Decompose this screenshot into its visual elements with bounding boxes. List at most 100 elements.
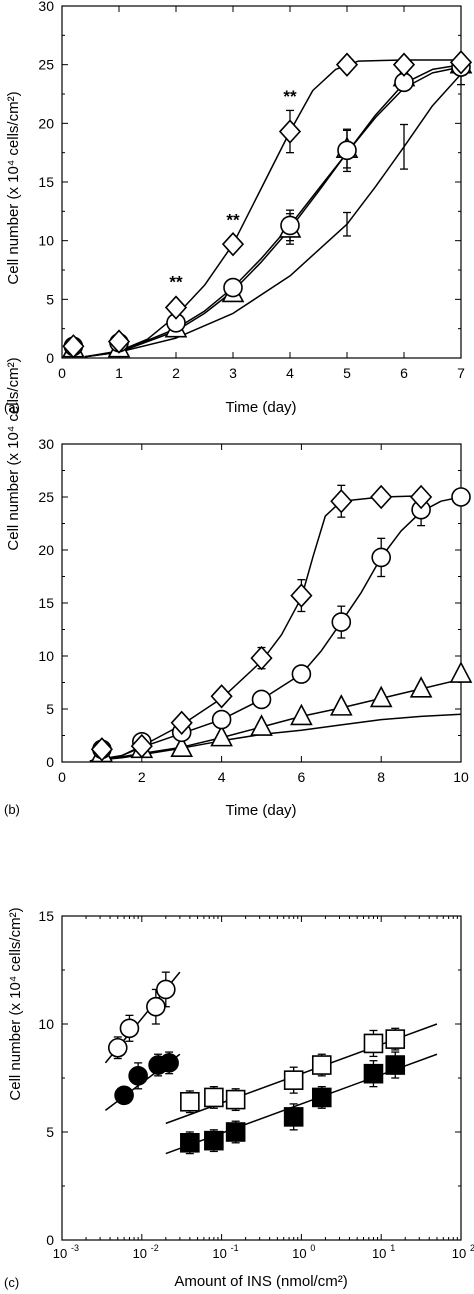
filled-circle-marker [128,1066,148,1086]
filled-square-marker [363,1063,384,1084]
filled-square-marker [283,1107,304,1127]
x-tick-label: 2 [172,365,180,381]
panel-a-plot: 0 5 10 15 20 25 30 0 1 2 3 4 5 6 7 ** ** ** [38,0,473,381]
open-diamond-marker [330,489,353,514]
open-square-marker [311,1055,332,1075]
open-diamond-marker [278,119,302,144]
filled-square-marker [204,1130,224,1151]
open-diamond-marker [410,484,433,510]
x-tick-label: 3 [229,365,237,381]
plot-frame [61,443,462,763]
series-curve-circle [84,66,462,358]
open-triangle-marker [449,661,473,683]
open-diamond-marker [170,710,193,735]
filled-circle-marker [114,1085,134,1106]
x-tick-label: 10 [372,1246,386,1261]
y-tick-label: 10 [38,233,54,249]
x-tick-label: 4 [218,769,226,785]
significance-annotation: ** [226,210,240,229]
panel-a: (a) Cell number (x 10⁴ cells/cm²) Time (… [4,0,473,416]
panel-a-ylabel: Cell number (x 10⁴ cells/cm²) [5,91,22,284]
y-tick-label: 30 [38,0,54,14]
x-tick-label: 10 [452,1246,466,1261]
y-tick-label: 20 [38,542,54,558]
filled-square-marker [180,1133,200,1153]
open-diamond-marker [370,484,393,510]
series-curve-square [84,73,462,358]
open-diamond-marker [164,295,188,320]
y-tick-label: 20 [38,115,54,131]
open-triangle-marker [210,724,233,747]
x-tick-label: 6 [400,365,408,381]
open-diamond-marker [210,684,233,709]
x-tick-exponent: -1 [231,1243,239,1253]
open-circle-marker [156,979,176,1000]
filled-square-marker [311,1087,332,1108]
x-tick-label: 8 [377,769,385,785]
open-triangle-marker [170,735,194,758]
open-triangle-marker [369,685,393,708]
x-tick-exponent: 2 [470,1243,474,1253]
open-diamond-marker [221,231,245,257]
open-circle-marker [291,664,312,684]
y-tick-label: 15 [38,595,54,611]
y-tick-label: 5 [46,1124,54,1140]
panel-b-label: (b) [4,802,20,817]
open-diamond-marker [107,329,131,354]
open-circle-marker [223,277,243,298]
x-tick-exponent: -3 [71,1243,79,1253]
panel-a-label: (a) [4,400,20,415]
y-tick-label: 25 [38,57,54,73]
y-tick-label: 0 [46,754,54,770]
open-circle-marker [119,1018,140,1039]
x-tick-label: 7 [457,365,465,381]
open-circle-marker [107,1037,128,1058]
x-tick-label: 0 [58,365,66,381]
open-diamond-marker [62,334,85,359]
open-diamond-marker [449,50,473,75]
open-square-marker [385,1029,406,1049]
significance-annotation: ** [169,273,183,292]
x-tick-label: 4 [286,365,294,381]
series-curve-circle [89,496,462,762]
open-triangle-marker [409,676,433,698]
plot-frame [61,915,462,1241]
y-tick-label: 5 [46,291,54,307]
open-circle-marker [280,215,300,236]
y-tick-label: 0 [46,350,54,366]
x-tick-label: 10 [212,1246,226,1261]
x-tick-exponent: -2 [151,1243,159,1253]
x-tick-label: 10 [292,1246,306,1261]
y-tick-label: 30 [38,436,54,452]
y-tick-label: 25 [38,489,54,505]
panel-b: (b) Cell number (x 10⁴ cells/cm²) Time (… [4,357,473,819]
x-tick-exponent: 0 [310,1243,315,1253]
open-square-marker [225,1089,246,1110]
open-square-marker [363,1033,384,1054]
y-tick-label: 15 [38,174,54,190]
x-tick-exponent: 1 [390,1243,395,1253]
x-tick-label: 2 [138,769,146,785]
open-diamond-marker [130,733,153,759]
y-tick-label: 0 [46,1232,54,1248]
open-diamond-marker [392,52,416,77]
panel-c-xlabel: Amount of INS (nmol/cm²) [174,1273,347,1290]
open-diamond-marker [90,737,113,762]
panel-b-ylabel: Cell number (x 10⁴ cells/cm²) [5,357,22,550]
panel-b-plot: 0 5 10 15 20 25 30 0 2 4 6 8 10 [38,436,473,785]
y-tick-label: 10 [38,1016,54,1032]
filled-circle-marker [159,1053,179,1073]
series-curve-diamond [84,59,461,358]
significance-annotation: ** [283,87,297,106]
x-tick-label: 1 [115,365,123,381]
x-tick-label: 5 [343,365,351,381]
open-circle-marker [211,709,232,730]
panel-b-xlabel: Time (day) [225,802,296,819]
open-circle-marker [251,689,272,710]
open-square-marker [180,1091,200,1112]
x-tick-label: 6 [298,769,306,785]
open-circle-marker [371,547,392,568]
open-square-marker [283,1070,304,1090]
